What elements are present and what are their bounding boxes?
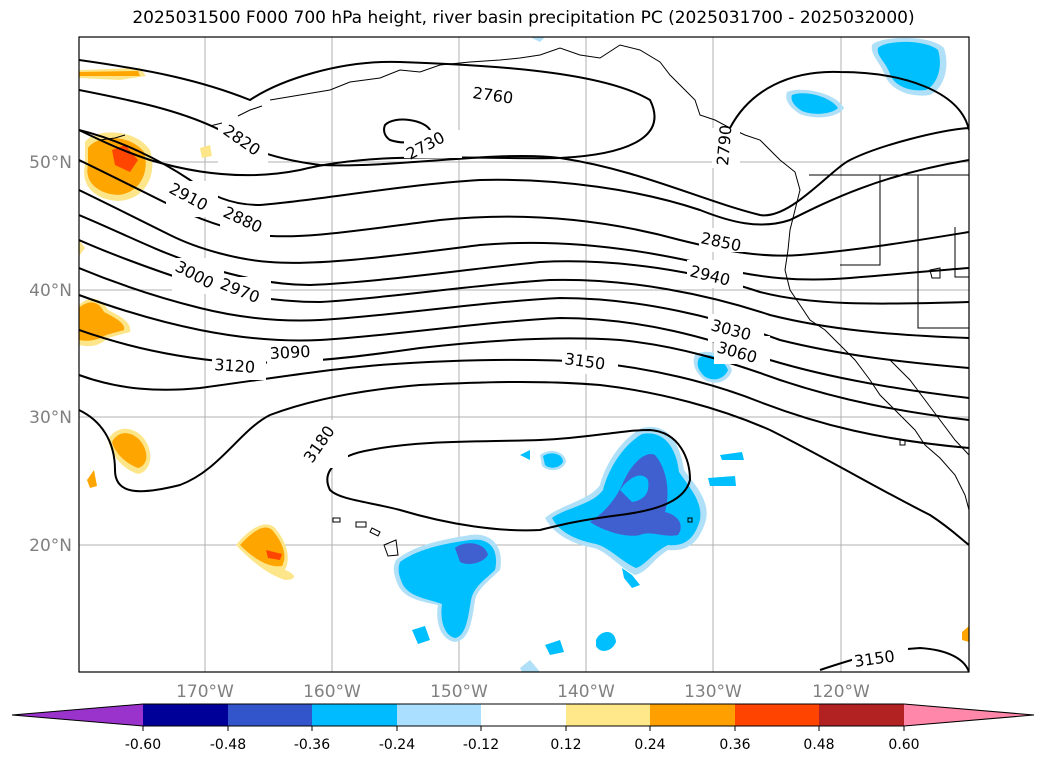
colorbar-tick-label: -0.48 [210, 737, 246, 753]
colorbar-tick-label: -0.60 [125, 737, 161, 753]
contour-label-masks [166, 84, 908, 670]
lon-label: 160°W [303, 682, 361, 702]
lat-label: 40°N [29, 281, 72, 301]
colorbar-tick-label: 0.12 [550, 737, 581, 753]
lat-label: 50°N [29, 153, 72, 173]
colorbar-tick-label: 0.60 [888, 737, 919, 753]
colorbar-tick-label: -0.36 [294, 737, 330, 753]
negative-anomaly-shading [393, 37, 947, 672]
contour-label: 3090 [269, 342, 311, 363]
colorbar-ticks [142, 726, 905, 731]
colorbar-segment [397, 704, 481, 726]
colorbar-segment [228, 704, 312, 726]
lon-label: 170°W [176, 682, 234, 702]
contour-label: 3120 [214, 355, 256, 377]
colorbar-segment [819, 704, 904, 726]
colorbar-segment [481, 704, 566, 726]
contour-label: 2790 [713, 124, 735, 166]
colorbar-segment [566, 704, 650, 726]
lat-label: 20°N [29, 536, 72, 556]
colorbar-tick-label: 0.48 [803, 737, 834, 753]
lat-label: 30°N [29, 408, 72, 428]
colorbar-segment [12, 704, 143, 726]
map-area [79, 37, 969, 672]
colorbar-tick-label: -0.24 [379, 737, 415, 753]
colorbar-tick-label: 0.24 [634, 737, 665, 753]
plot-title: 2025031500 F000 700 hPa height, river ba… [132, 8, 915, 28]
colorbar-segment [650, 704, 735, 726]
coastlines [99, 44, 969, 511]
colorbar-tick-label: 0.36 [719, 737, 750, 753]
longitude-labels: 170°W 160°W 150°W 140°W 130°W 120°W [176, 682, 870, 702]
map-frame [78, 36, 970, 673]
colorbar-segment [904, 704, 1034, 726]
colorbar-segment [735, 704, 819, 726]
lon-label: 120°W [812, 682, 870, 702]
latitude-labels: 50°N 40°N 30°N 20°N [29, 153, 72, 556]
colorbar: -0.60 -0.48 -0.36 -0.24 -0.12 0.12 0.24 … [11, 703, 1035, 753]
colorbar-segment [143, 704, 228, 726]
lon-label: 140°W [557, 682, 615, 702]
lon-label: 130°W [684, 682, 742, 702]
colorbar-tick-label: -0.12 [463, 737, 499, 753]
lon-label: 150°W [430, 682, 488, 702]
colorbar-segment [312, 704, 397, 726]
